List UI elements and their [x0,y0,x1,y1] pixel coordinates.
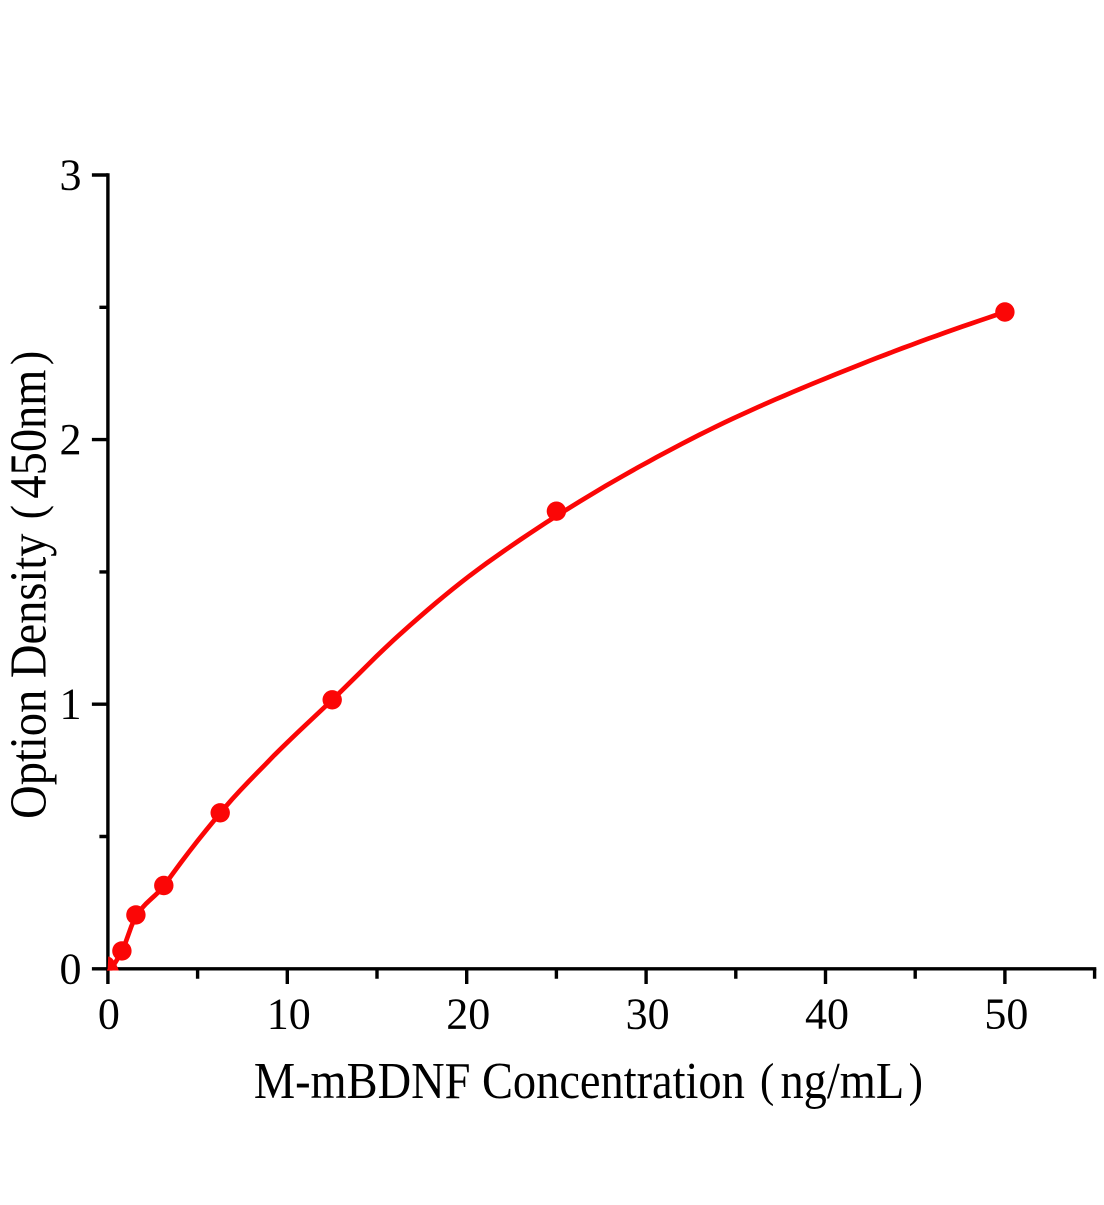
svg-text:30: 30 [626,990,670,1039]
svg-text:20: 20 [446,990,490,1039]
svg-text:2: 2 [60,415,82,464]
svg-text:40: 40 [805,990,849,1039]
svg-text:0: 0 [60,944,82,993]
svg-text:0: 0 [98,990,120,1039]
svg-text:10: 10 [267,990,311,1039]
svg-text:3: 3 [60,151,82,200]
svg-text:50: 50 [984,990,1028,1039]
svg-text:1: 1 [60,680,82,729]
svg-text:M-mBDNF Concentration(ng/mL): M-mBDNF Concentration(ng/mL) [254,1052,923,1110]
svg-text:Option Density(450nm): Option Density(450nm) [0,351,57,819]
